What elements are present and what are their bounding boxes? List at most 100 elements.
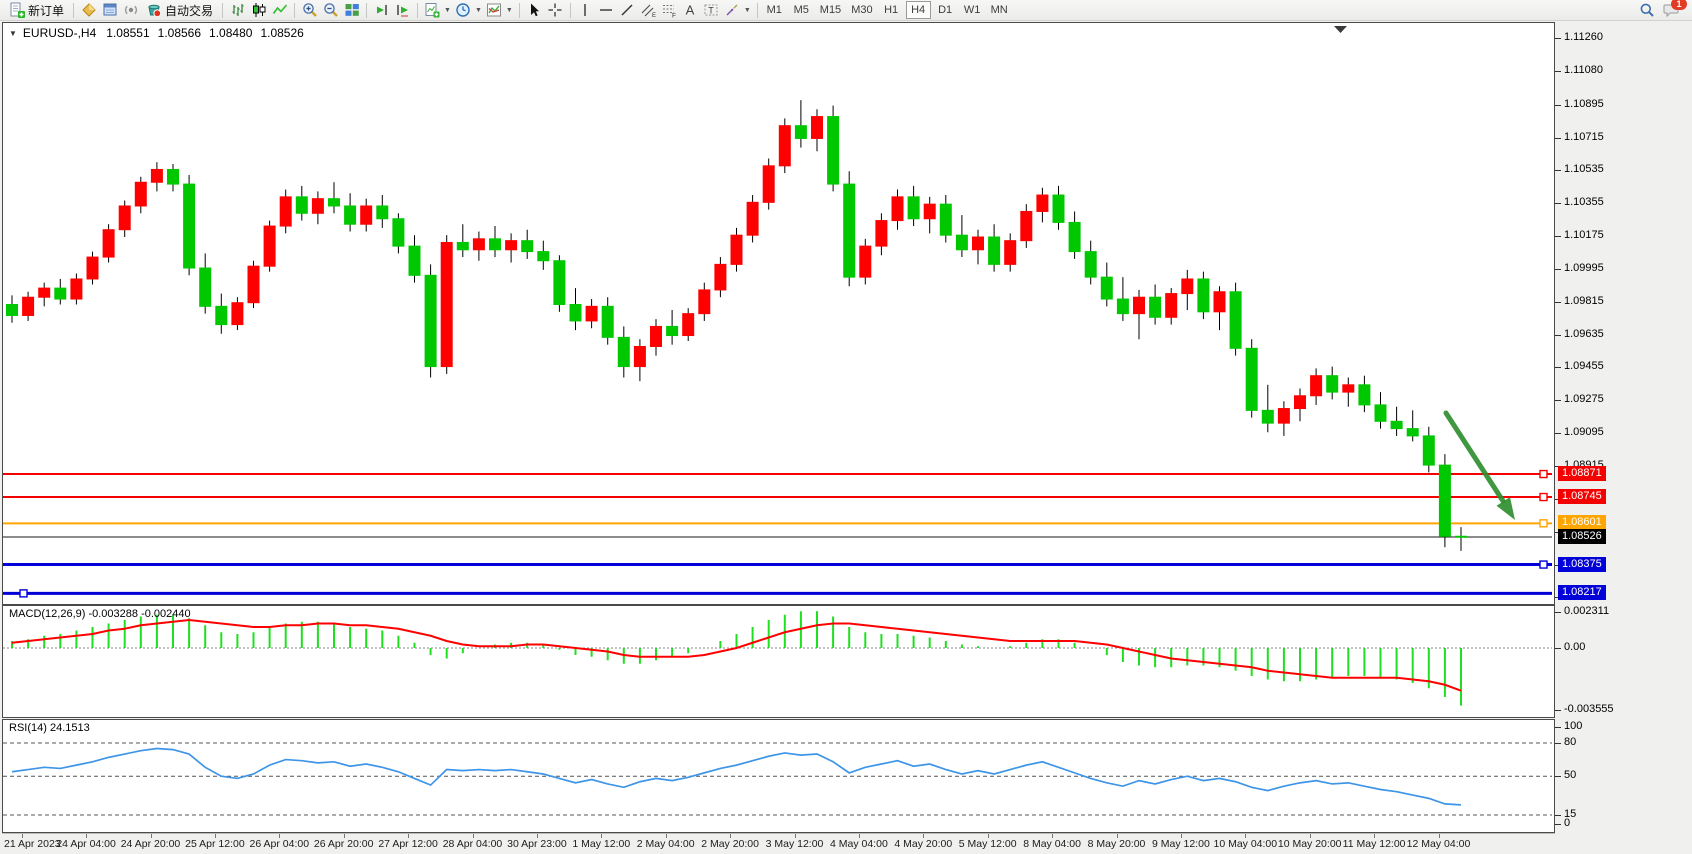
text-label-button[interactable]: T	[701, 0, 722, 20]
timeframe-h1-button[interactable]: H1	[879, 1, 904, 19]
toolbar-separator	[222, 2, 224, 18]
fibonacci-button[interactable]: F	[659, 0, 680, 20]
price-tick-mark	[1555, 400, 1561, 402]
level-price-label: 1.08375	[1558, 556, 1606, 572]
auto-scroll-button[interactable]	[371, 0, 392, 20]
macd-tick-label: 0.00	[1564, 641, 1586, 653]
level-handle[interactable]	[1539, 469, 1548, 479]
auto-trading-button[interactable]: 自动交易	[141, 0, 218, 20]
price-tick-label: 1.10715	[1564, 130, 1604, 143]
crosshair-button[interactable]	[545, 0, 566, 20]
tile-windows-button[interactable]	[341, 0, 362, 20]
timeframe-m30-button[interactable]: M30	[847, 1, 876, 19]
price-tick-mark	[1555, 38, 1561, 40]
price-tick-label: 1.09275	[1564, 393, 1604, 406]
time-tick-mark	[86, 834, 88, 838]
zoom-in-button[interactable]	[299, 0, 320, 20]
candlestick-chart-icon	[252, 3, 266, 17]
zoom-out-button[interactable]	[320, 0, 341, 20]
candlestick-chart-button[interactable]	[248, 0, 269, 20]
level-handle[interactable]	[1539, 519, 1548, 528]
trendline-button[interactable]	[617, 0, 638, 20]
time-tick-label: 8 May 20:00	[1087, 838, 1146, 850]
time-tick-mark	[1116, 834, 1118, 838]
timeframe-h4-button[interactable]: H4	[905, 1, 931, 19]
timeframe-m1-button[interactable]: M1	[762, 1, 787, 19]
price-tick-label: 1.09635	[1564, 327, 1604, 340]
chart-profiles-button[interactable]	[78, 0, 99, 20]
level-handle[interactable]	[1539, 492, 1548, 502]
rsi-indicator-pane[interactable]: RSI(14) 24.1513	[2, 719, 1555, 833]
text-button[interactable]: A	[680, 0, 701, 20]
vertical-line-icon	[584, 4, 587, 16]
timeframe-group: M1 M5 M15 M30 H1 H4 D1 W1 MN	[762, 1, 1012, 19]
symbol-period-label: EURUSD-,H4	[22, 26, 97, 40]
time-tick-mark	[1374, 834, 1376, 838]
price-tick-mark	[1555, 203, 1561, 205]
equidistant-channel-button[interactable]: E	[638, 0, 659, 20]
time-axis[interactable]: 21 Apr 2023 24 Apr 04:00 24 Apr 20:00 25 Ap…	[2, 833, 1555, 854]
market-watch-button[interactable]	[99, 0, 120, 20]
macd-indicator-pane[interactable]: MACD(12,26,9) -0.003288 -0.002440	[2, 605, 1555, 718]
timeframe-w1-button[interactable]: W1	[960, 1, 985, 19]
price-tick-label: 1.09815	[1564, 294, 1604, 307]
new-order-button[interactable]: 新订单	[4, 0, 69, 20]
macd-label: MACD(12,26,9) -0.003288 -0.002440	[9, 608, 191, 620]
time-tick-label: 21 Apr 2023	[4, 838, 61, 850]
collapse-ohlc-icon[interactable]: ▼	[9, 28, 17, 38]
time-tick-mark	[601, 834, 603, 838]
sell-arrow-annotation[interactable]	[1443, 410, 1515, 520]
horizontal-line-button[interactable]	[596, 0, 617, 20]
svg-text:T: T	[709, 6, 715, 16]
arrows-button[interactable]: ▼	[722, 0, 753, 20]
level-handle[interactable]	[19, 589, 28, 598]
channel-icon: E	[641, 4, 656, 18]
zoom-in-icon	[302, 3, 317, 17]
macd-tick-mark	[1555, 710, 1561, 712]
tile-windows-icon	[345, 4, 359, 16]
new-chart-icon	[425, 3, 440, 18]
cursor-button[interactable]	[524, 0, 545, 20]
price-tick-mark	[1555, 268, 1561, 270]
toolbar-separator	[294, 2, 296, 18]
rsi-tick-label: 0	[1564, 817, 1571, 829]
periods-button[interactable]: ▼	[453, 0, 484, 20]
time-tick-mark	[408, 834, 410, 838]
horizontal-level-lines[interactable]	[3, 469, 1552, 598]
vertical-line-button[interactable]	[575, 0, 596, 20]
time-tick-label: 9 May 12:00	[1151, 838, 1210, 850]
price-tick-mark	[1555, 367, 1561, 369]
chart-shift-button[interactable]	[392, 0, 413, 20]
ohlc-close: 1.08526	[260, 26, 304, 40]
chat-button[interactable]: 1	[1663, 0, 1687, 18]
time-tick-label: 2 May 04:00	[636, 838, 695, 850]
macd-tick-mark	[1555, 612, 1561, 613]
timeframe-m5-button[interactable]: M5	[789, 1, 814, 19]
navigator-button[interactable]	[120, 0, 141, 20]
new-chart-button[interactable]: ▼	[422, 0, 453, 20]
profile-icon	[81, 3, 96, 17]
bar-chart-button[interactable]	[227, 0, 248, 20]
toolbar-separator	[569, 2, 571, 18]
timeframe-d1-button[interactable]: D1	[933, 1, 958, 19]
time-tick-label: 2 May 20:00	[701, 838, 759, 850]
level-handle[interactable]	[1539, 560, 1548, 569]
timeframe-m15-button[interactable]: M15	[816, 1, 845, 19]
time-tick-mark	[21, 834, 23, 838]
time-tick-label: 27 Apr 12:00	[378, 838, 438, 850]
line-chart-button[interactable]	[269, 0, 290, 20]
price-axis[interactable]: 1.11260 1.11080 1.10895 1.10715 1.10535 1.103…	[1555, 22, 1692, 833]
indicators-button[interactable]: ▼	[484, 0, 515, 20]
price-tick-label: 1.11080	[1564, 63, 1603, 76]
search-button[interactable]	[1636, 0, 1657, 20]
ohlc-open: 1.08551	[106, 26, 150, 40]
chart-shift-marker-icon[interactable]	[1334, 26, 1347, 33]
svg-text:A: A	[686, 3, 695, 18]
time-tick-mark	[858, 834, 860, 838]
timeframe-mn-button[interactable]: MN	[987, 1, 1012, 19]
price-tick-mark	[1555, 433, 1561, 435]
main-chart-pane[interactable]: ▼ EURUSD-,H4 1.08551 1.08566 1.08480 1.0…	[2, 22, 1555, 605]
level-price-label: 1.08745	[1558, 489, 1606, 505]
time-tick-label: 24 Apr 20:00	[120, 838, 181, 850]
cursor-icon	[531, 3, 540, 17]
